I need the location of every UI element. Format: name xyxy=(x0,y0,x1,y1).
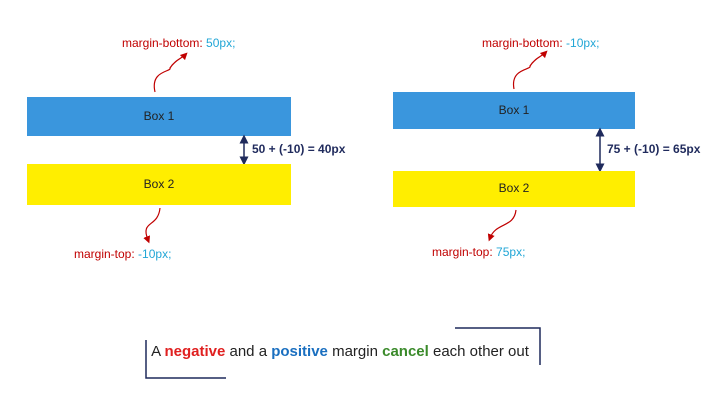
text-part: and a xyxy=(230,343,268,360)
box-1 xyxy=(393,92,635,129)
box-2 xyxy=(27,164,291,205)
text-part: 75px; xyxy=(496,245,525,259)
text-part: margin-bottom: xyxy=(122,36,203,50)
text-part: margin-bottom: xyxy=(482,36,563,50)
diagram-right: margin-bottom: -10px; Box 1 75 + (-10) =… xyxy=(393,36,701,259)
box-2 xyxy=(393,171,635,207)
text-part: margin xyxy=(332,343,378,360)
bottom-annotation: margin-top: 75px; xyxy=(432,245,525,259)
text-part: negative xyxy=(164,343,225,360)
caption-frame xyxy=(145,340,226,379)
text-part: A xyxy=(151,343,161,360)
top-annotation: margin-bottom: 50px; xyxy=(122,36,235,50)
annotation-arrow xyxy=(487,209,517,242)
box-label: Box 1 xyxy=(144,109,175,123)
annotation-arrow xyxy=(513,50,548,90)
box-1 xyxy=(27,97,291,136)
text-part: cancel xyxy=(382,343,429,360)
text-part: margin-top: xyxy=(432,245,493,259)
top-annotation: margin-bottom: -10px; xyxy=(482,36,599,50)
bottom-annotation: margin-top: -10px; xyxy=(74,247,171,261)
diagram-left: margin-bottom: 50px; Box 1 50 + (-10) = … xyxy=(27,36,346,261)
text-part: -10px; xyxy=(138,247,171,261)
annotation-arrow xyxy=(143,207,161,244)
caption: A negative and a positive margin cancel … xyxy=(145,327,541,379)
caption-text: A negative and a positive margin cancel … xyxy=(151,343,530,360)
text-part: margin-top: xyxy=(74,247,135,261)
box-label: Box 2 xyxy=(499,181,530,195)
caption-frame xyxy=(455,327,541,365)
text-part: each other out xyxy=(433,343,530,360)
text-part: positive xyxy=(271,343,328,360)
annotation-arrow xyxy=(153,52,188,93)
box-label: Box 2 xyxy=(144,177,175,191)
box-label: Box 1 xyxy=(499,103,530,117)
text-part: -10px; xyxy=(566,36,599,50)
gap-label: 75 + (-10) = 65px xyxy=(607,142,701,156)
text-part: 50px; xyxy=(206,36,235,50)
gap-label: 50 + (-10) = 40px xyxy=(252,142,346,156)
